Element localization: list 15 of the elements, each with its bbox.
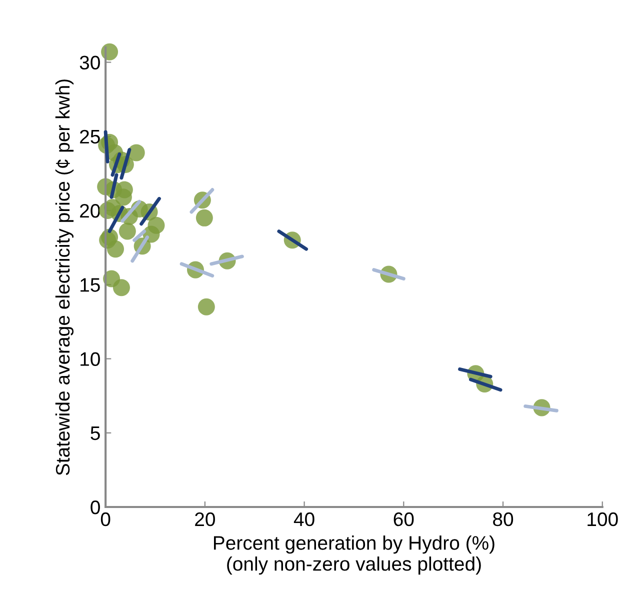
x-tick-label: 40 — [294, 512, 314, 526]
y-tick-label: 20 — [80, 204, 100, 218]
x-tick-label: 100 — [588, 512, 618, 526]
y-tick-label: 0 — [90, 500, 100, 514]
y-tick-label: 10 — [80, 352, 100, 366]
x-tick-label: 0 — [100, 512, 110, 526]
x-tick-label: 60 — [394, 512, 414, 526]
y-tick-label: 15 — [80, 278, 100, 292]
y-tick-label: 5 — [90, 426, 100, 440]
y-tick-label: 25 — [80, 130, 100, 144]
y-axis-title: Statewide average electricity price (¢ per kwh) — [55, 80, 74, 476]
x-axis-title: Percent generation by Hydro (%) (only non-zero values plotted) — [214, 536, 494, 575]
x-tick-label: 80 — [493, 512, 514, 526]
y-tick-label: 30 — [80, 56, 100, 70]
x-tick-label: 20 — [195, 512, 215, 526]
